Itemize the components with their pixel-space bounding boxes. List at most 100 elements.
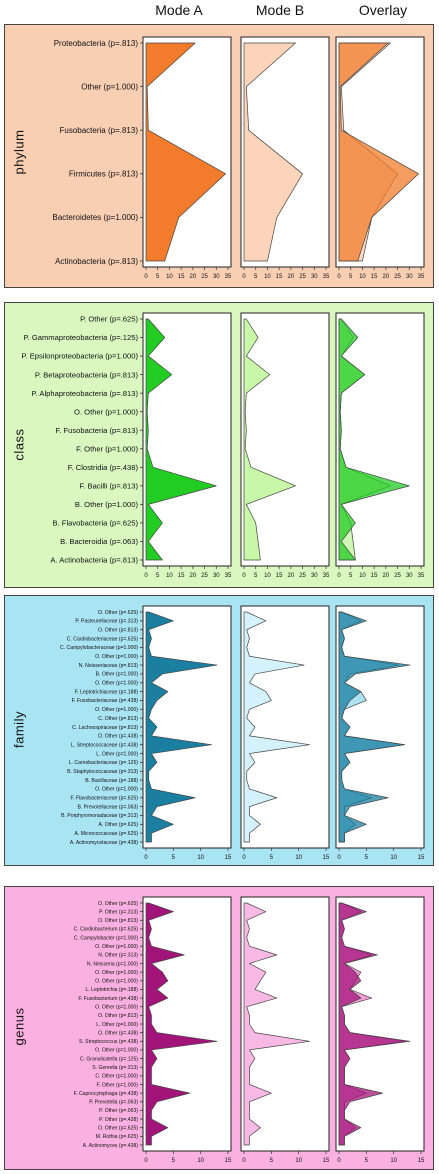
x-tick-label: 0	[337, 274, 341, 280]
series-area-mode-a	[145, 611, 218, 843]
category-label: O. Other (p=1.000)	[95, 1048, 138, 1054]
category-label: F. Capnocytophaga (p=.438)	[74, 1091, 139, 1097]
x-tick-label: 35	[225, 573, 232, 579]
x-tick-label: 10	[166, 274, 173, 280]
x-tick-label: 15	[276, 573, 283, 579]
x-tick-label: 15	[418, 855, 425, 861]
category-label: O. Other (p=.438)	[98, 734, 138, 740]
category-label: O. Other (p=.813)	[98, 918, 138, 924]
category-label: P. Prevotella (p=.063)	[89, 1100, 138, 1106]
category-label: O. Other (p=.813)	[98, 1013, 138, 1019]
category-label: Bacteroidetes (p=1.000)	[52, 213, 138, 222]
x-tick-label: 25	[299, 573, 306, 579]
x-tick-label: 30	[406, 573, 413, 579]
x-tick-label: 5	[349, 274, 353, 280]
category-label: N. Neisseria (p=1.000)	[87, 961, 138, 967]
category-label: S. Streptococcus (p=.438)	[79, 1039, 138, 1045]
plot-frame-mode-a	[142, 605, 232, 849]
x-tick-label: 35	[418, 573, 425, 579]
category-label: A. Actinobacteria (p=.813)	[50, 556, 138, 565]
x-tick-label: 20	[288, 274, 295, 280]
header-mode-a: Mode A	[155, 2, 203, 18]
category-label: B. Bacillaceae (p=.188)	[85, 778, 138, 784]
x-tick-label: 10	[295, 855, 302, 861]
x-tick-label: 15	[225, 1158, 232, 1164]
x-tick-label: 15	[323, 855, 330, 861]
x-tick-label: 10	[197, 855, 204, 861]
category-label: F. Other (p=1.000)	[76, 444, 138, 453]
x-tick-label: 25	[394, 573, 401, 579]
x-tick-label: 5	[254, 573, 258, 579]
x-tick-label: 0	[242, 573, 246, 579]
category-label: L. Carnobacteriaceae (p=.125)	[69, 760, 139, 766]
category-label: O. Other (p=1.000)	[95, 979, 138, 985]
category-label: B. Prevotellaceae (p=.063)	[78, 804, 139, 810]
x-tick-label: 30	[213, 573, 220, 579]
x-tick-label: 10	[359, 274, 366, 280]
series-area-overlay	[338, 611, 411, 843]
category-label: L. Other (p=1.000)	[96, 751, 138, 757]
x-tick-label: 20	[288, 573, 295, 579]
x-tick-label: 10	[295, 1158, 302, 1164]
category-label: Actinobacteria (p=.813)	[55, 257, 138, 266]
category-label: C. Lachnospiraceae (p=.813)	[72, 725, 138, 731]
series-area-mode-a	[145, 318, 217, 561]
x-tick-label: 5	[365, 1158, 369, 1164]
category-label: A. Other (p=.625)	[99, 822, 139, 828]
series-area-overlay	[338, 902, 411, 1146]
x-tick-label: 5	[270, 1158, 274, 1164]
series-area-mode-b	[243, 318, 296, 561]
series-area-overlay	[338, 42, 420, 262]
category-label: O. Other (p=.625)	[98, 901, 138, 907]
plot-frame-overlay	[335, 896, 425, 1152]
category-label: L. Other (p=1.000)	[96, 1022, 138, 1028]
category-label: N. Neisseriaceae (p=.813)	[79, 663, 139, 669]
category-label: O. Other (p=1.000)	[95, 707, 138, 713]
x-tick-label: 5	[172, 1158, 176, 1164]
x-tick-label: 0	[337, 855, 341, 861]
category-label: O. Other (p=1.000)	[95, 970, 138, 976]
x-tick-label: 0	[337, 1158, 341, 1164]
category-label: F. Other (p=1.000)	[97, 1082, 139, 1088]
category-label: O. Other (p=1.000)	[95, 681, 138, 687]
category-label: F. Flavobacteriaceae (p=.625)	[70, 796, 138, 802]
x-tick-label: 15	[178, 274, 185, 280]
x-tick-label: 20	[190, 274, 197, 280]
chart-phylum: Proteobacteria (p=.813) Other (p=1.000) Fu…	[52, 36, 425, 280]
x-tick-label: 25	[201, 573, 208, 579]
x-tick-label: 20	[383, 573, 390, 579]
x-tick-label: 15	[225, 855, 232, 861]
x-tick-label: 0	[242, 274, 246, 280]
x-tick-label: 35	[225, 274, 232, 280]
plot-frame-overlay	[335, 605, 425, 849]
category-label: S. Gemella (p=.313)	[92, 1065, 138, 1071]
category-label: P. Pasteurellaceae (p=.313)	[75, 619, 138, 625]
x-tick-label: 0	[144, 1158, 148, 1164]
header-mode-b: Mode B	[255, 2, 305, 18]
x-tick-label: 25	[394, 274, 401, 280]
x-tick-label: 35	[418, 274, 425, 280]
category-label: P. Other (p=.313)	[99, 909, 138, 915]
category-label: P. Gammaproteobacteria (p=.125)	[24, 333, 139, 342]
category-label: F. Fusobacteriaceae (p=.438)	[72, 698, 139, 704]
category-label: O. Other (p=1.000)	[95, 944, 138, 950]
category-label: B. Bacteroidia (p=.063)	[60, 537, 138, 546]
category-label: P. Epsilonproteobacteria (p=1.000)	[21, 352, 138, 361]
x-tick-label: 5	[172, 855, 176, 861]
category-label: F. Fusobacterium (p=.438)	[78, 996, 138, 1002]
x-tick-label: 15	[276, 274, 283, 280]
category-label: F. Clostridia (p=.438)	[68, 463, 139, 472]
category-label: B. Porphyromonadaceae (p=.313)	[61, 813, 138, 819]
category-label: C. Other (p=1.000)	[95, 1074, 138, 1080]
x-tick-label: 15	[418, 1158, 425, 1164]
category-label: O. Other (p=.813)	[98, 627, 138, 633]
category-label: C. Campylobacteraceae (p=1.000)	[60, 645, 138, 651]
x-tick-label: 5	[156, 573, 160, 579]
x-tick-label: 20	[383, 274, 390, 280]
x-tick-label: 5	[254, 274, 258, 280]
series-area-overlay	[338, 318, 410, 561]
panel-genus: genus O. Other (p=.625) P. Other (p=.313)…	[4, 886, 434, 1170]
x-tick-label: 10	[390, 855, 397, 861]
category-label: B. Staphylococcaceae (p=.313)	[67, 769, 138, 775]
